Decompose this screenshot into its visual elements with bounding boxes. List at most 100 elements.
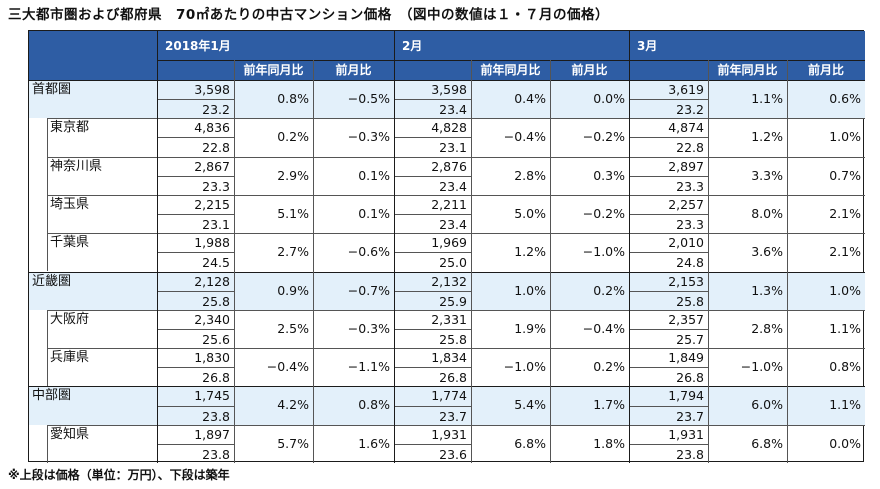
- price-value: 2,128: [157, 271, 234, 291]
- indent-spacer: [29, 233, 47, 271]
- subheader-mom: 前月比: [313, 60, 394, 80]
- grid-line: [47, 309, 48, 349]
- yoy-change: −1.0%: [740, 359, 783, 375]
- building-age-value: 26.8: [676, 370, 704, 386]
- grid-line: [629, 328, 708, 330]
- mom-change: −0.3%: [347, 129, 390, 145]
- yoy-change: 1.0%: [471, 271, 550, 310]
- grid-line: [47, 194, 48, 234]
- grid-line: [157, 405, 234, 407]
- subheader-blank: [394, 60, 471, 80]
- building-age-value: 25.0: [439, 255, 467, 271]
- mom-change: 0.3%: [593, 167, 625, 183]
- yoy-change: −0.4%: [266, 359, 309, 375]
- region-label: 首都圏: [29, 80, 157, 119]
- building-age-value: 25.8: [439, 331, 467, 347]
- mom-change: 0.8%: [313, 386, 394, 425]
- yoy-change: 1.2%: [514, 244, 546, 260]
- grid-line: [629, 252, 708, 254]
- grid-line: [394, 31, 395, 463]
- yoy-change: −1.0%: [503, 359, 546, 375]
- grid-line: [47, 233, 865, 235]
- yoy-change: 2.7%: [277, 244, 309, 260]
- subheader-yoy: 前年同月比: [234, 60, 313, 80]
- mom-change: 1.1%: [829, 320, 861, 336]
- grid-line: [629, 405, 708, 407]
- month-header: 2月: [394, 31, 629, 60]
- subheader-blank: [629, 60, 708, 80]
- price-value: 1,774: [394, 386, 471, 406]
- mom-change: −1.0%: [582, 244, 625, 260]
- indent-spacer: [29, 195, 47, 233]
- grid-line: [47, 309, 865, 311]
- prefecture-label: 愛知県: [50, 426, 90, 442]
- building-age-value: 25.9: [394, 290, 471, 310]
- mom-change: 1.6%: [358, 435, 390, 451]
- mom-change: 0.8%: [829, 359, 861, 375]
- price-value: 2,340: [194, 311, 230, 327]
- price-value: 1,897: [194, 426, 230, 442]
- yoy-change: 1.2%: [751, 129, 783, 145]
- price-value: 2,897: [668, 158, 704, 174]
- building-age-value: 25.8: [157, 290, 234, 310]
- subheader-mom: 前月比: [550, 60, 629, 80]
- yoy-change: 5.0%: [514, 205, 546, 221]
- mom-change: −0.2%: [582, 129, 625, 145]
- grid-line: [629, 99, 708, 101]
- yoy-change: 1.9%: [514, 320, 546, 336]
- mom-change: 1.7%: [550, 386, 629, 425]
- yoy-change: 6.8%: [751, 435, 783, 451]
- price-value: 2,215: [194, 196, 230, 212]
- mom-change: 0.6%: [787, 80, 865, 119]
- subheader-yoy: 前年同月比: [471, 60, 550, 80]
- mom-change: 0.0%: [550, 80, 629, 119]
- building-age-value: 22.8: [676, 140, 704, 156]
- building-age-value: 23.7: [629, 405, 708, 425]
- grid-line: [157, 443, 234, 445]
- indent-spacer: [29, 425, 47, 463]
- yoy-change: 5.1%: [277, 205, 309, 221]
- grid-line: [394, 443, 471, 445]
- grid-line: [157, 252, 234, 254]
- grid-line: [47, 156, 865, 158]
- subheader-yoy: 前年同月比: [708, 60, 787, 80]
- yoy-change: 1.3%: [708, 271, 787, 310]
- building-age-value: 23.8: [202, 446, 230, 462]
- grid-line: [629, 214, 708, 216]
- grid-line: [313, 60, 314, 463]
- grid-line: [394, 214, 471, 216]
- grid-line: [471, 60, 472, 463]
- yoy-change: 5.4%: [471, 386, 550, 425]
- mom-change: −1.1%: [347, 359, 390, 375]
- grid-line: [157, 214, 234, 216]
- grid-line: [157, 290, 234, 292]
- building-age-value: 26.8: [202, 370, 230, 386]
- grid-line: [708, 60, 709, 463]
- yoy-change: 3.6%: [751, 244, 783, 260]
- region-label: 近畿圏: [29, 271, 157, 310]
- building-age-value: 23.4: [439, 217, 467, 233]
- yoy-change: 3.3%: [751, 167, 783, 183]
- price-value: 3,598: [157, 80, 234, 100]
- price-value: 2,153: [629, 271, 708, 291]
- building-age-value: 25.8: [629, 290, 708, 310]
- building-age-value: 25.7: [676, 331, 704, 347]
- mom-change: 2.1%: [829, 205, 861, 221]
- building-age-value: 23.3: [676, 178, 704, 194]
- header-corner: [29, 31, 157, 80]
- subheader-blank: [157, 60, 234, 80]
- price-value: 3,598: [394, 80, 471, 100]
- prefecture-label: 神奈川県: [50, 158, 103, 174]
- price-value: 2,357: [668, 311, 704, 327]
- grid-line: [629, 290, 708, 292]
- grid-line: [47, 424, 48, 463]
- yoy-change: 1.1%: [708, 80, 787, 119]
- building-age-value: 23.1: [439, 140, 467, 156]
- prefecture-label: 埼玉県: [50, 196, 90, 212]
- grid-line: [394, 137, 471, 139]
- price-value: 4,836: [194, 120, 230, 136]
- price-value: 2,876: [431, 158, 467, 174]
- yoy-change: 4.2%: [234, 386, 313, 425]
- grid-line: [629, 137, 708, 139]
- indent-spacer: [29, 310, 47, 348]
